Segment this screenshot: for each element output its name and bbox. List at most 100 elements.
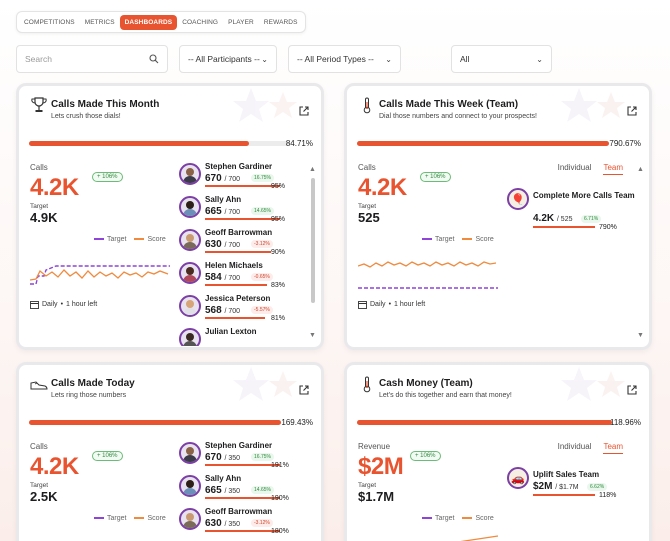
team-name: Complete More Calls Team: [533, 191, 635, 200]
leader-progress: [205, 284, 267, 286]
external-link-icon[interactable]: [627, 106, 637, 116]
avatar: [179, 196, 201, 218]
scroll-down-icon[interactable]: ▼: [637, 332, 644, 339]
chart-legend: Target Score: [422, 236, 494, 243]
period-info: Daily • 1 hour left: [358, 300, 425, 309]
leader-delta: -5.57%: [251, 306, 273, 314]
chart-legend: Target Score: [422, 515, 494, 522]
metric-label: Calls: [30, 442, 48, 451]
team-delta: 6.71%: [581, 215, 602, 223]
team-delta: 6.62%: [587, 483, 608, 491]
metric-label: Revenue: [358, 442, 391, 451]
scroll-down-icon[interactable]: ▼: [309, 332, 316, 339]
metric-label: Calls: [358, 163, 376, 172]
team-row[interactable]: 🎈 Complete More Calls Team 4.2K / 525 6.…: [507, 188, 642, 238]
toggle-team[interactable]: Team: [603, 163, 623, 175]
dashboard-card-calls-week-team: Calls Made This Week (Team) Dial those n…: [344, 83, 652, 350]
leader-delta: -3.12%: [251, 519, 273, 527]
scope-select-value: All: [460, 54, 470, 64]
leader-progress: [205, 317, 265, 319]
progress-percent: 118.96%: [610, 418, 641, 427]
leader-name: Geoff Barrowman: [205, 507, 273, 516]
scroll-up-icon[interactable]: ▲: [637, 166, 644, 173]
leaderboard-row[interactable]: Julian Lexton: [179, 326, 314, 346]
leaderboard-row[interactable]: Stephen Gardiner 670 / 700 16.75% 95%: [179, 161, 314, 194]
toggle-individual[interactable]: Individual: [557, 163, 592, 172]
scope-select[interactable]: All ⌄: [451, 45, 552, 73]
leader-delta: -0.65%: [251, 273, 273, 281]
metric-value: 4.2K: [30, 453, 79, 480]
period-types-select[interactable]: -- All Period Types -- ⌄: [288, 45, 401, 73]
leader-score: 584 / 700: [205, 272, 241, 283]
participants-select[interactable]: -- All Participants -- ⌄: [179, 45, 277, 73]
toggle-individual[interactable]: Individual: [557, 442, 592, 451]
tab-dashboards[interactable]: DASHBOARDS: [119, 14, 178, 30]
search-input[interactable]: [25, 54, 149, 64]
scroll-up-icon[interactable]: ▲: [309, 166, 316, 173]
calendar-icon: [358, 301, 367, 309]
external-link-icon[interactable]: [299, 106, 309, 116]
tab-metrics[interactable]: METRICS: [84, 18, 115, 26]
avatar: [179, 475, 201, 497]
target-value: 2.5K: [30, 489, 58, 504]
search-icon[interactable]: [149, 54, 159, 64]
team-percent: 118%: [599, 492, 617, 499]
thermometer-icon: [363, 97, 371, 114]
tab-rewards[interactable]: REWARDS: [263, 18, 298, 26]
leader-name: Sally Ahn: [205, 474, 242, 483]
tab-player[interactable]: PLAYER: [228, 18, 254, 26]
team-scrollbar[interactable]: ▲ ▼: [637, 166, 645, 346]
period-label: Daily: [370, 301, 386, 308]
leaderboard-row[interactable]: Helen Michaels 584 / 700 -0.65% 83%: [179, 260, 314, 293]
period-info: Daily • 1 hour left: [30, 300, 97, 309]
legend-target: Target: [422, 515, 454, 522]
leaderboard-scrollbar[interactable]: ▲ ▼: [309, 166, 317, 346]
toggle-team[interactable]: Team: [603, 442, 623, 454]
tab-competitions[interactable]: COMPETITIONS: [24, 18, 75, 26]
dashboard-card-calls-today: Calls Made Today Lets ring those numbers…: [16, 362, 324, 541]
target-label: Target: [358, 203, 377, 210]
leader-progress: [205, 464, 280, 466]
leader-score: 568 / 700: [205, 305, 241, 316]
card-subtitle: Lets crush those dials!: [51, 113, 121, 120]
leaderboard-row[interactable]: Sally Ahn 665 / 350 14.65% 190%: [179, 473, 314, 506]
legend-score: Score: [134, 515, 166, 522]
change-badge: + 106%: [420, 172, 451, 182]
participants-select-value: -- All Participants --: [188, 54, 260, 64]
legend-score: Score: [462, 236, 494, 243]
progress-bar: [29, 141, 289, 146]
external-link-icon[interactable]: [299, 385, 309, 395]
stars-decoration-icon: [561, 367, 625, 401]
target-value: 4.9K: [30, 210, 58, 225]
calendar-icon: [30, 301, 39, 309]
leader-progress: [205, 530, 280, 532]
team-score: $2M / $1.7M: [533, 481, 579, 492]
leaderboard-row[interactable]: Geoff Barrowman 630 / 350 -3.12% 180%: [179, 506, 314, 539]
leaderboard-row[interactable]: Jessica Peterson 568 / 700 -5.57% 81%: [179, 293, 314, 326]
card-subtitle: Dial those numbers and connect to your p…: [379, 113, 537, 120]
target-label: Target: [30, 203, 49, 210]
leader-progress: [205, 185, 280, 187]
leaderboard-row[interactable]: Sally Ahn 665 / 700 14.65% 95%: [179, 194, 314, 227]
sparkline-chart: [30, 265, 170, 285]
team-progress: [533, 494, 595, 496]
tab-coaching[interactable]: COACHING: [182, 18, 219, 26]
leader-delta: 14.65%: [251, 486, 274, 494]
leader-name: Stephen Gardiner: [205, 441, 273, 450]
leaderboard-row[interactable]: Stephen Gardiner 670 / 350 16.75% 191%: [179, 440, 314, 473]
external-link-icon[interactable]: [627, 385, 637, 395]
team-name: Uplift Sales Team: [533, 470, 600, 479]
progress-percent: 84.71%: [285, 139, 313, 148]
chevron-down-icon: ⌄: [385, 54, 392, 64]
team-row[interactable]: 🚗 Uplift Sales Team $2M / $1.7M 6.62% 11…: [507, 467, 642, 507]
progress-percent: 169.43%: [281, 418, 313, 427]
sparkline-chart: [358, 261, 498, 289]
stars-decoration-icon: [233, 88, 297, 122]
scroll-thumb[interactable]: [311, 178, 315, 303]
change-badge: + 106%: [92, 172, 123, 182]
leaderboard-row[interactable]: Geoff Barrowman 630 / 700 -3.12% 90%: [179, 227, 314, 260]
leader-name: Jessica Peterson: [205, 294, 271, 303]
avatar: [179, 163, 201, 185]
change-badge: + 106%: [92, 451, 123, 461]
progress-bar: [29, 420, 281, 425]
